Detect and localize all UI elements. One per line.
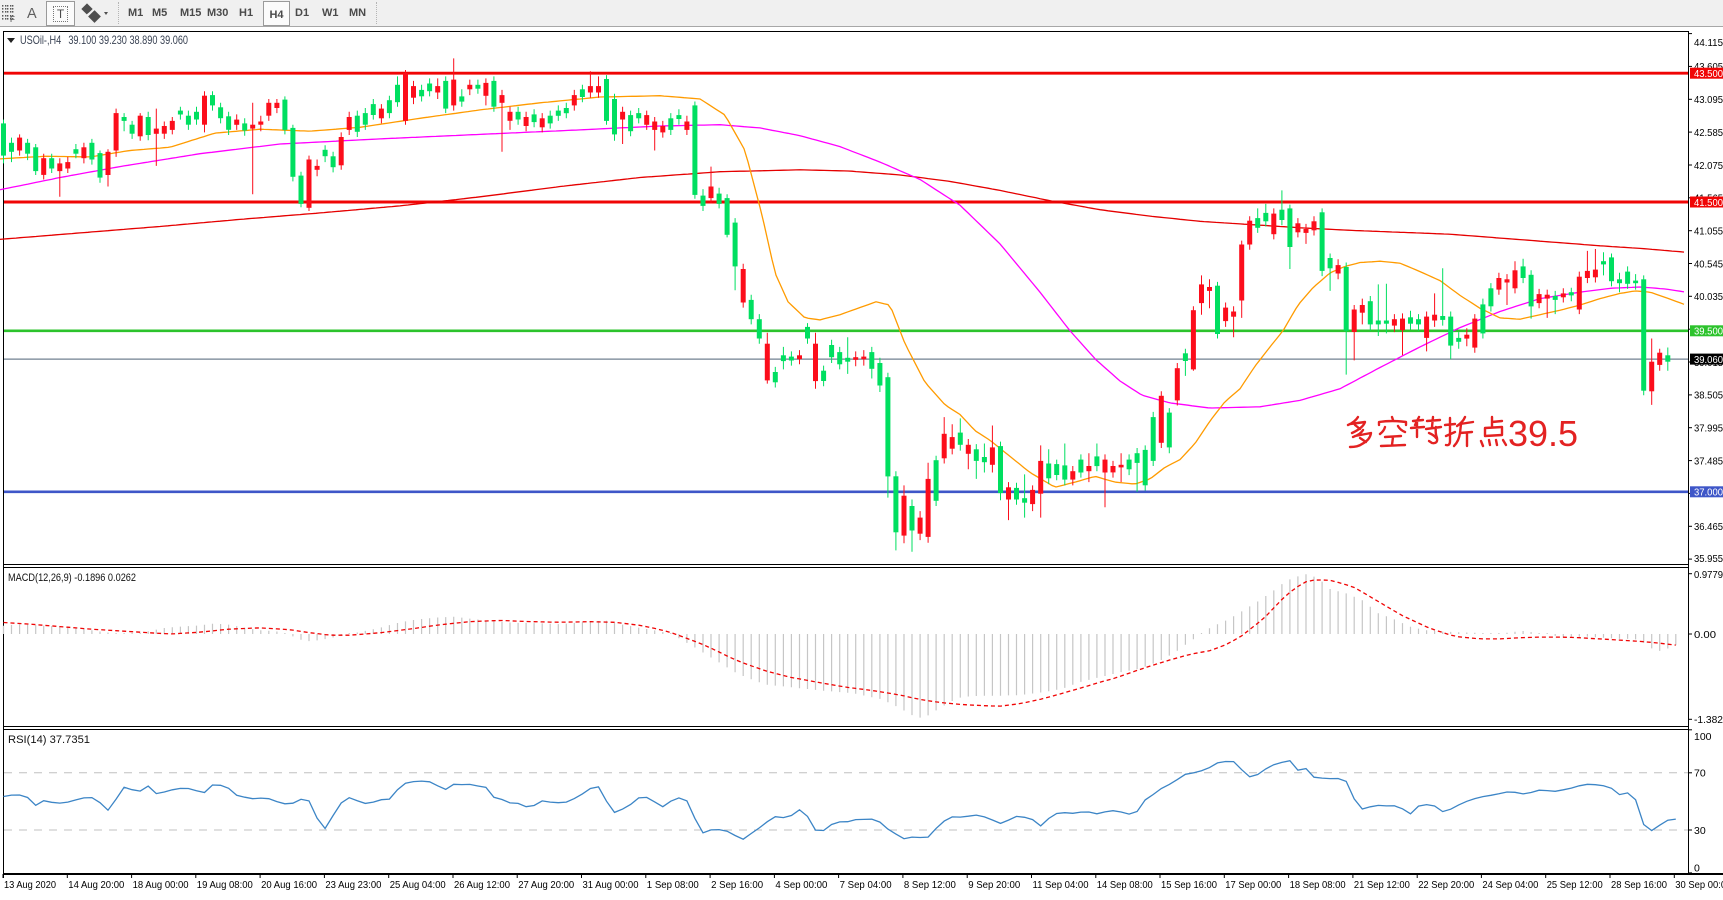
svg-text:8 Sep 12:00: 8 Sep 12:00 — [904, 879, 956, 891]
svg-text:41.055: 41.055 — [1694, 226, 1723, 238]
svg-text:26 Aug 12:00: 26 Aug 12:00 — [454, 879, 510, 891]
svg-text:39.500: 39.500 — [1694, 326, 1723, 338]
svg-text:27 Aug 20:00: 27 Aug 20:00 — [518, 879, 574, 891]
svg-text:14 Sep 08:00: 14 Sep 08:00 — [1097, 879, 1153, 891]
svg-text:36.465: 36.465 — [1694, 521, 1723, 533]
svg-text:40.035: 40.035 — [1694, 291, 1723, 303]
svg-text:0.9779: 0.9779 — [1694, 569, 1723, 581]
svg-text:39.060: 39.060 — [1694, 354, 1723, 366]
svg-text:7 Sep 04:00: 7 Sep 04:00 — [840, 879, 892, 891]
svg-text:14 Aug 20:00: 14 Aug 20:00 — [68, 879, 124, 891]
svg-text:28 Sep 16:00: 28 Sep 16:00 — [1611, 879, 1667, 891]
svg-text:100: 100 — [1694, 731, 1712, 743]
svg-text:0: 0 — [1694, 862, 1700, 874]
svg-text:41.500: 41.500 — [1694, 197, 1723, 209]
svg-text:20 Aug 16:00: 20 Aug 16:00 — [261, 879, 317, 891]
svg-text:43.095: 43.095 — [1694, 94, 1723, 106]
svg-text:70: 70 — [1694, 768, 1706, 780]
svg-text:37.000: 37.000 — [1694, 487, 1723, 499]
svg-text:USOil-,H4 39.100 39.230 38.89: USOil-,H4 39.100 39.230 38.890 39.060 — [20, 33, 188, 47]
svg-text:-1.382: -1.382 — [1694, 714, 1723, 726]
svg-text:42.585: 42.585 — [1694, 127, 1723, 139]
svg-text:35.955: 35.955 — [1694, 553, 1723, 565]
svg-text:24 Sep 04:00: 24 Sep 04:00 — [1482, 879, 1538, 891]
svg-text:37.485: 37.485 — [1694, 455, 1723, 467]
svg-text:30 Sep 00:00: 30 Sep 00:00 — [1675, 879, 1723, 891]
svg-text:18 Aug 00:00: 18 Aug 00:00 — [133, 879, 189, 891]
svg-text:25 Sep 12:00: 25 Sep 12:00 — [1547, 879, 1603, 891]
svg-text:42.075: 42.075 — [1694, 160, 1723, 172]
svg-text:40.545: 40.545 — [1694, 258, 1723, 270]
svg-text:30: 30 — [1694, 825, 1706, 837]
svg-text:44.115: 44.115 — [1694, 37, 1723, 49]
svg-text:13 Aug 2020: 13 Aug 2020 — [4, 879, 56, 891]
svg-text:19 Aug 08:00: 19 Aug 08:00 — [197, 879, 253, 891]
svg-text:17 Sep 00:00: 17 Sep 00:00 — [1225, 879, 1281, 891]
svg-text:43.500: 43.500 — [1694, 68, 1723, 80]
svg-text:39.5: 39.5 — [1508, 413, 1578, 454]
svg-text:MACD(12,26,9) -0.1896 0.0262: MACD(12,26,9) -0.1896 0.0262 — [8, 572, 136, 584]
svg-text:22 Sep 20:00: 22 Sep 20:00 — [1418, 879, 1474, 891]
svg-text:37.995: 37.995 — [1694, 423, 1723, 435]
svg-text:1 Sep 08:00: 1 Sep 08:00 — [647, 879, 699, 891]
svg-text:2 Sep 16:00: 2 Sep 16:00 — [711, 879, 763, 891]
svg-text:38.505: 38.505 — [1694, 390, 1723, 402]
svg-text:9 Sep 20:00: 9 Sep 20:00 — [968, 879, 1020, 891]
svg-text:RSI(14) 37.7351: RSI(14) 37.7351 — [8, 734, 90, 746]
svg-text:0.00: 0.00 — [1694, 629, 1716, 641]
svg-text:F: F — [10, 15, 15, 24]
svg-text:18 Sep 08:00: 18 Sep 08:00 — [1290, 879, 1346, 891]
svg-text:4 Sep 00:00: 4 Sep 00:00 — [775, 879, 827, 891]
svg-text:15 Sep 16:00: 15 Sep 16:00 — [1161, 879, 1217, 891]
svg-text:23 Aug 23:00: 23 Aug 23:00 — [325, 879, 381, 891]
svg-text:21 Sep 12:00: 21 Sep 12:00 — [1354, 879, 1410, 891]
svg-text:11 Sep 04:00: 11 Sep 04:00 — [1033, 879, 1089, 891]
svg-text:31 Aug 00:00: 31 Aug 00:00 — [583, 879, 639, 891]
svg-text:25 Aug 04:00: 25 Aug 04:00 — [390, 879, 446, 891]
